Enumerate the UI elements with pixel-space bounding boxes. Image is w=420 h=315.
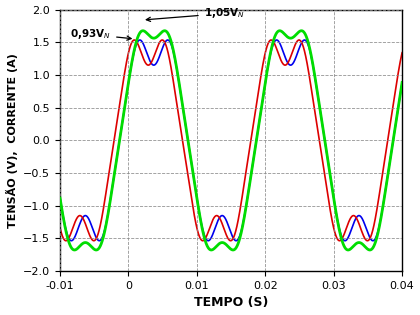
Y-axis label: TENSÃO (V),  CORRENTE (A): TENSÃO (V), CORRENTE (A) <box>5 53 18 228</box>
X-axis label: TEMPO (S): TEMPO (S) <box>194 296 268 309</box>
Text: 1,05V$_N$: 1,05V$_N$ <box>146 7 245 21</box>
Text: 0,93V$_N$: 0,93V$_N$ <box>70 27 131 41</box>
